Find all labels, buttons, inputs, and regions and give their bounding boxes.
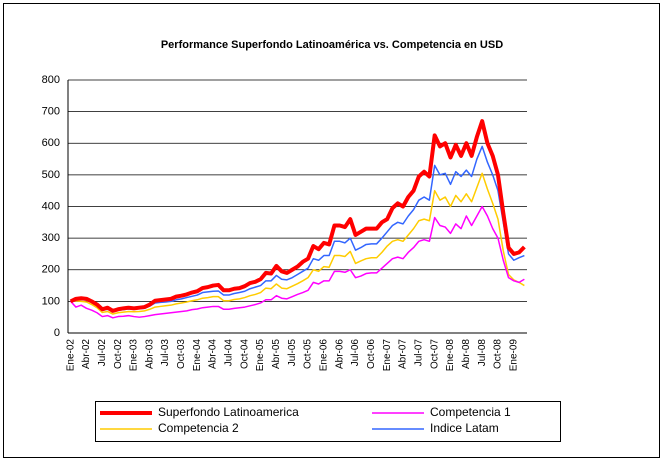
x-tick-label: Ene-08 bbox=[445, 339, 456, 372]
x-tick-label: Jul-02 bbox=[97, 339, 108, 367]
y-tick-label: 800 bbox=[42, 74, 60, 86]
line-series bbox=[70, 172, 525, 315]
legend-label: Indice Latam bbox=[430, 421, 499, 435]
x-tick-label: Ene-06 bbox=[319, 339, 330, 372]
x-tick-label: Ene-09 bbox=[508, 339, 519, 372]
x-tick-label: Ene-02 bbox=[65, 339, 76, 372]
legend-label: Competencia 1 bbox=[430, 405, 511, 419]
x-tick-label: Oct-06 bbox=[366, 339, 377, 369]
chart-title: Performance Superfondo Latinoamérica vs.… bbox=[161, 39, 503, 51]
x-tick-label: Oct-02 bbox=[113, 339, 124, 369]
x-tick-label: Oct-05 bbox=[303, 339, 314, 369]
y-tick-label: 700 bbox=[42, 106, 60, 118]
legend-label: Competencia 2 bbox=[158, 421, 239, 435]
x-tick-label: Abr-08 bbox=[461, 339, 472, 369]
x-tick-label: Abr-06 bbox=[334, 339, 345, 369]
x-tick-label: Jul-03 bbox=[160, 339, 171, 367]
x-tick-label: Jul-06 bbox=[350, 339, 361, 367]
x-tick-label: Abr-02 bbox=[81, 339, 92, 369]
x-tick-label: Jul-07 bbox=[413, 339, 424, 367]
y-tick-label: 300 bbox=[42, 232, 60, 244]
x-tick-label: Ene-03 bbox=[129, 339, 140, 372]
x-tick-label: Abr-04 bbox=[208, 339, 219, 369]
x-tick-label: Abr-03 bbox=[144, 339, 155, 369]
x-tick-label: Jul-04 bbox=[224, 339, 235, 367]
line-series bbox=[69, 119, 526, 313]
x-tick-label: Ene-04 bbox=[192, 339, 203, 372]
x-tick-label: Jul-05 bbox=[287, 339, 298, 367]
y-tick-label: 500 bbox=[42, 169, 60, 181]
line-series bbox=[70, 205, 525, 319]
x-tick-label: Oct-08 bbox=[493, 339, 504, 369]
y-tick-label: 200 bbox=[42, 264, 60, 276]
y-tick-label: 100 bbox=[42, 295, 60, 307]
x-tick-label: Oct-04 bbox=[239, 339, 250, 369]
x-tick-label: Oct-03 bbox=[176, 339, 187, 369]
y-tick-label: 400 bbox=[42, 200, 60, 212]
x-tick-label: Ene-07 bbox=[382, 339, 393, 372]
x-tick-label: Oct-07 bbox=[429, 339, 440, 369]
legend bbox=[95, 401, 561, 442]
legend-label: Superfondo Latinoamerica bbox=[158, 405, 299, 419]
y-tick-label: 600 bbox=[42, 137, 60, 149]
x-tick-label: Ene-05 bbox=[255, 339, 266, 372]
x-tick-label: Abr-05 bbox=[271, 339, 282, 369]
y-tick-label: 0 bbox=[54, 327, 60, 339]
x-tick-label: Abr-07 bbox=[398, 339, 409, 369]
x-tick-label: Jul-08 bbox=[477, 339, 488, 367]
